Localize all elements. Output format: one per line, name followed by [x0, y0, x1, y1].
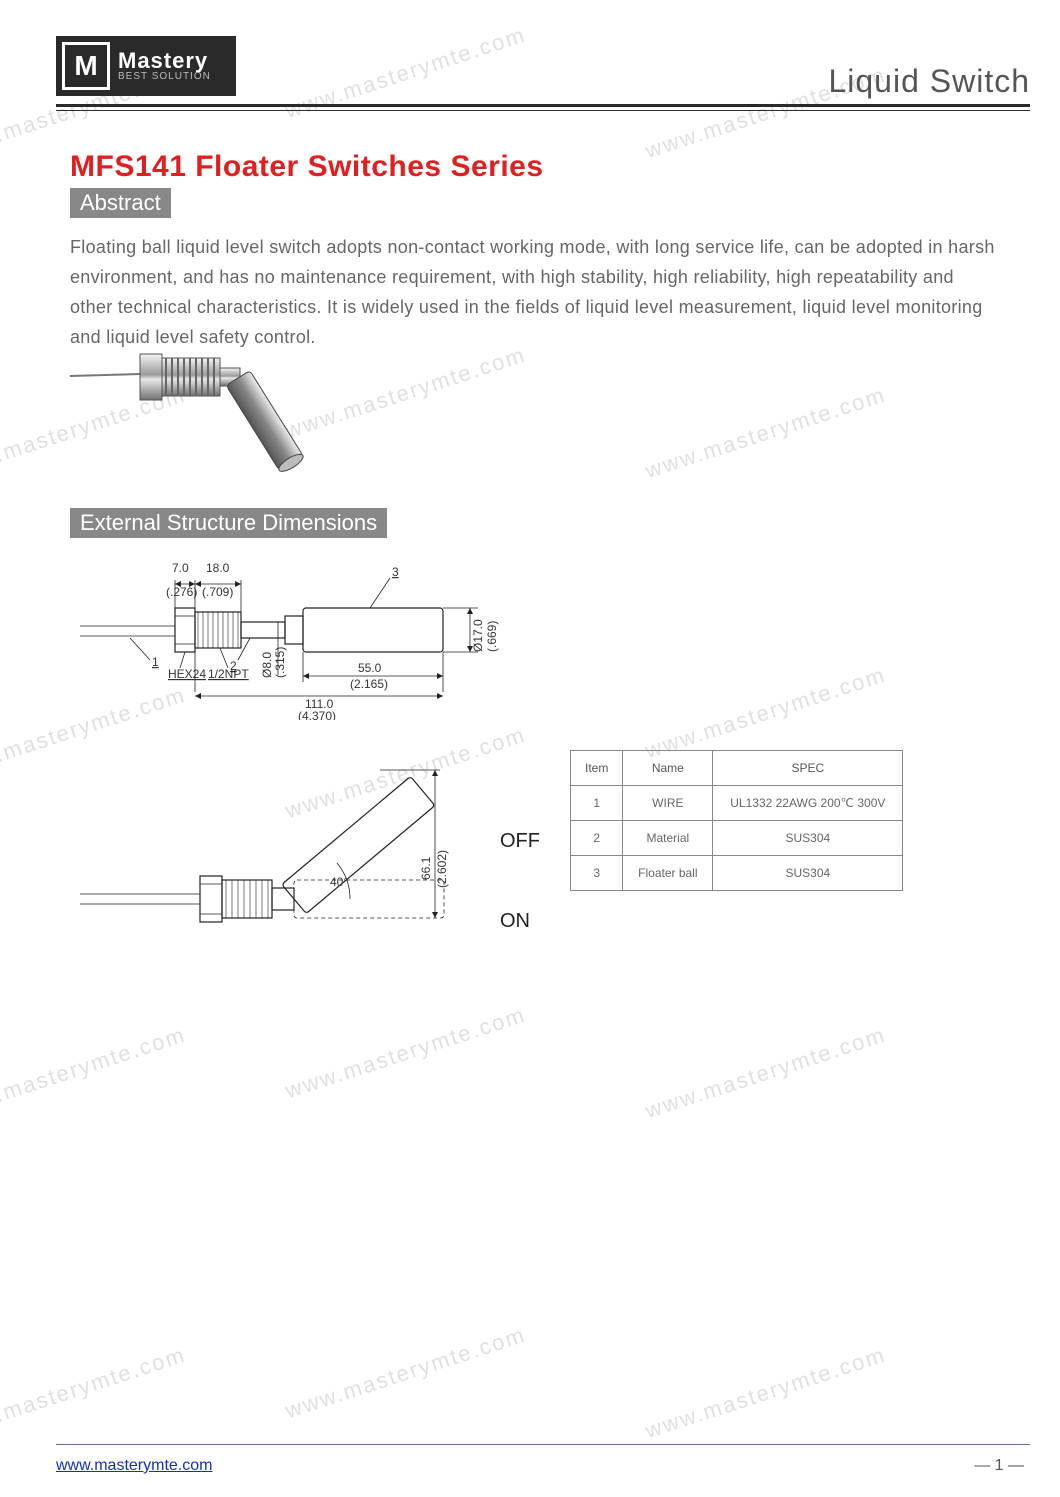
footer-link[interactable]: www.masterymte.com	[56, 1457, 212, 1475]
dim-111-in: (4.370)	[298, 709, 336, 720]
abstract-text: Floating ball liquid level switch adopts…	[70, 232, 1000, 352]
on-label: ON	[500, 910, 530, 933]
category-title: Liquid Switch	[828, 63, 1030, 100]
callout-3: 3	[392, 565, 399, 579]
dim-18-0: 18.0	[206, 561, 230, 575]
col-name: Name	[623, 751, 713, 786]
dim-55-in: (2.165)	[350, 677, 388, 691]
dimension-drawing-top: 7.0 (.276) 18.0 (.709) 3 1 2 HEX24 1/2NP…	[80, 560, 600, 720]
table-header-row: Item Name SPEC	[571, 751, 903, 786]
dim-7-0: 7.0	[172, 561, 189, 575]
npt-label: 1/2NPT	[208, 667, 249, 681]
watermark: www.masterymte.com	[642, 1022, 889, 1124]
dia8: Ø8.0	[260, 652, 274, 678]
dim-7-0-in: (.276)	[166, 585, 197, 599]
dim-55: 55.0	[358, 661, 382, 675]
page-title: MFS141 Floater Switches Series	[70, 150, 544, 184]
watermark: www.masterymte.com	[282, 1002, 529, 1104]
cell-spec: SUS304	[713, 856, 903, 891]
dimension-drawing-bottom: 40° 66.1 (2.602)	[80, 740, 550, 970]
callout-1: 1	[152, 655, 159, 669]
watermark: www.masterymte.com	[0, 1022, 189, 1124]
cell-spec: UL1332 22AWG 200℃ 300V	[713, 786, 903, 821]
section-abstract-badge: Abstract	[70, 188, 171, 218]
hex-label: HEX24	[168, 667, 206, 681]
product-photo	[70, 350, 320, 490]
spec-table: Item Name SPEC 1 WIRE UL1332 22AWG 200℃ …	[570, 750, 903, 891]
len-66: 66.1	[419, 856, 433, 880]
cell-item: 1	[571, 786, 623, 821]
cell-spec: SUS304	[713, 821, 903, 856]
col-item: Item	[571, 751, 623, 786]
brand-name: Mastery	[118, 49, 211, 72]
section-dimensions-badge: External Structure Dimensions	[70, 508, 387, 538]
dia8-in: (.315)	[273, 647, 287, 678]
cell-item: 3	[571, 856, 623, 891]
dia17: Ø17.0	[471, 619, 485, 652]
dim-18-0-in: (.709)	[202, 585, 233, 599]
table-row: 2 Material SUS304	[571, 821, 903, 856]
watermark: www.masterymte.com	[642, 1342, 889, 1444]
brand-tagline: BEST SOLUTION	[118, 72, 211, 83]
len-66-in: (2.602)	[435, 850, 449, 888]
header-rule	[56, 104, 1030, 107]
table-row: 1 WIRE UL1332 22AWG 200℃ 300V	[571, 786, 903, 821]
brand-logo: M Mastery BEST SOLUTION	[56, 36, 236, 96]
table-row: 3 Floater ball SUS304	[571, 856, 903, 891]
watermark: www.masterymte.com	[0, 1342, 189, 1444]
cell-name: Floater ball	[623, 856, 713, 891]
cell-name: WIRE	[623, 786, 713, 821]
col-spec: SPEC	[713, 751, 903, 786]
footer-rule	[56, 1444, 1030, 1445]
brand-mark-icon: M	[62, 42, 110, 90]
header: M Mastery BEST SOLUTION Liquid Switch	[56, 36, 1030, 106]
off-label: OFF	[500, 830, 540, 853]
cell-name: Material	[623, 821, 713, 856]
page: www.masterymte.com www.masterymte.com ww…	[0, 0, 1060, 1497]
angle-40: 40°	[330, 875, 348, 889]
footer-page-number: — 1 —	[974, 1457, 1024, 1475]
watermark: www.masterymte.com	[282, 1322, 529, 1424]
dia17-in: (.669)	[485, 621, 499, 652]
watermark: www.masterymte.com	[642, 382, 889, 484]
cell-item: 2	[571, 821, 623, 856]
watermark: www.masterymte.com	[642, 662, 889, 764]
